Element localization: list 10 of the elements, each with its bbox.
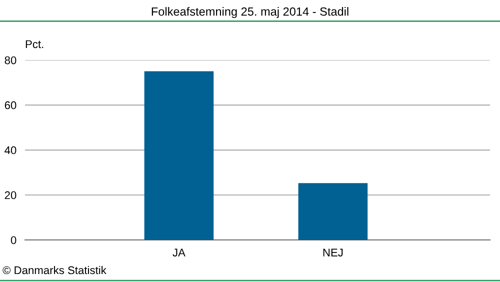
y-tick-label: 60: [4, 101, 16, 110]
y-tick-label: 0: [10, 236, 16, 244]
x-tick-label: JA: [172, 248, 186, 256]
y-axis-title: Pct.: [26, 40, 44, 48]
y-tick-label: 40: [4, 146, 16, 154]
text: © Danmarks Statistik: [2, 266, 106, 274]
y-tick-label: 20: [4, 191, 16, 200]
chart-title: Folkeafstemning 25. maj 2014 - Stadil: [152, 7, 348, 18]
x-tick-label: NEJ: [323, 248, 343, 256]
y-tick-label: 80: [4, 56, 16, 64]
